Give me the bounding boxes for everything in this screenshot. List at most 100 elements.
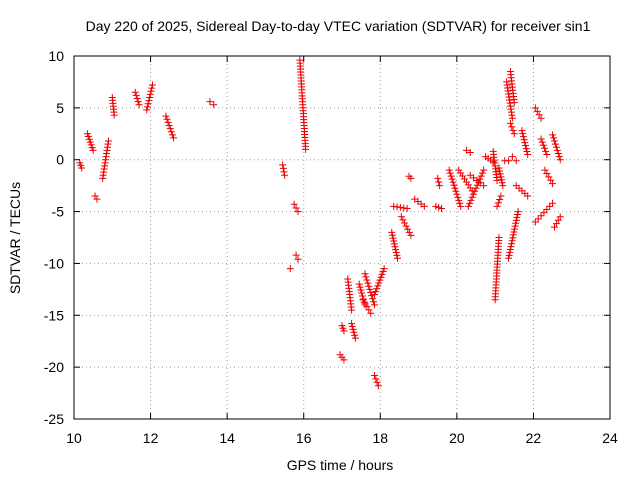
data-point [453,190,461,198]
data-point [524,151,532,159]
data-point [397,213,405,221]
data-point [167,128,175,136]
data-point [468,193,476,201]
data-point [292,204,300,212]
data-point [350,328,358,336]
data-point [349,325,357,333]
data-point [455,166,463,174]
data-point [550,134,558,142]
data-point [506,245,514,253]
data-point [371,301,379,309]
data-point [469,190,477,198]
data-point [538,138,546,146]
y-tick-label: 5 [56,100,64,116]
data-point [394,254,402,262]
data-point [399,216,407,224]
data-point [450,181,458,189]
data-point [294,208,302,216]
data-point [368,292,376,300]
data-point [498,179,506,187]
data-point [290,200,298,208]
data-point [556,156,564,164]
data-point [546,202,554,210]
data-point [448,175,456,183]
plot-frame [73,55,611,420]
data-point [537,135,545,143]
data-point [279,164,287,172]
data-point [462,146,470,154]
data-point [143,106,151,114]
data-point [537,114,545,122]
data-point [535,111,543,119]
data-point [407,174,415,182]
data-point [493,176,501,184]
data-point [489,158,497,166]
y-axis-title: SDTVAR / TECUs [7,182,23,294]
data-point [471,187,479,195]
data-point [445,166,453,174]
y-tick-label: -15 [44,307,64,323]
data-point [543,205,551,213]
data-point [556,213,564,221]
data-point [511,222,519,230]
data-point [93,195,101,203]
data-point [377,273,385,281]
data-point [134,98,142,106]
data-point [513,213,521,221]
data-point [168,131,176,139]
data-point [514,208,522,216]
data-point [363,276,371,284]
y-tick-label: -20 [44,359,64,375]
data-point [497,192,505,200]
data-point [522,145,530,153]
data-point [162,112,170,120]
data-point [78,164,86,172]
data-point [505,251,513,259]
data-point [508,237,516,245]
data-point [456,199,464,207]
data-point [457,169,465,177]
data-point [438,204,446,212]
data-point [148,84,156,92]
data-point [132,91,140,99]
data-point [464,202,472,210]
data-point [365,306,373,314]
data-point [133,95,141,103]
data-point [372,288,380,296]
data-point [407,231,415,239]
data-point [348,322,356,330]
data-point [146,93,154,101]
data-point [379,267,387,275]
data-point [449,178,457,186]
data-point [551,140,559,148]
data-point [541,166,549,174]
x-tick-label: 14 [219,430,235,446]
data-point [493,202,501,210]
data-point [434,174,442,182]
data-point [495,164,503,172]
data-point [374,282,382,290]
data-point [104,137,112,145]
x-tick-label: 12 [143,430,159,446]
data-point [391,243,399,251]
data-point [302,145,310,153]
data-point [356,283,364,291]
data-point [390,237,398,245]
data-point [146,90,154,98]
data-point [455,196,463,204]
data-point [206,98,214,106]
data-point [340,327,348,335]
data-point [351,331,359,339]
data-point [496,167,504,175]
data-point [510,130,518,138]
data-point [519,133,527,141]
data-point [554,149,562,157]
data-point [144,100,152,108]
data-point [510,99,518,107]
data-point [340,356,348,364]
data-point [531,218,539,226]
data-point [452,187,460,195]
data-point [281,171,289,179]
data-point [392,248,400,256]
data-point [447,172,455,180]
